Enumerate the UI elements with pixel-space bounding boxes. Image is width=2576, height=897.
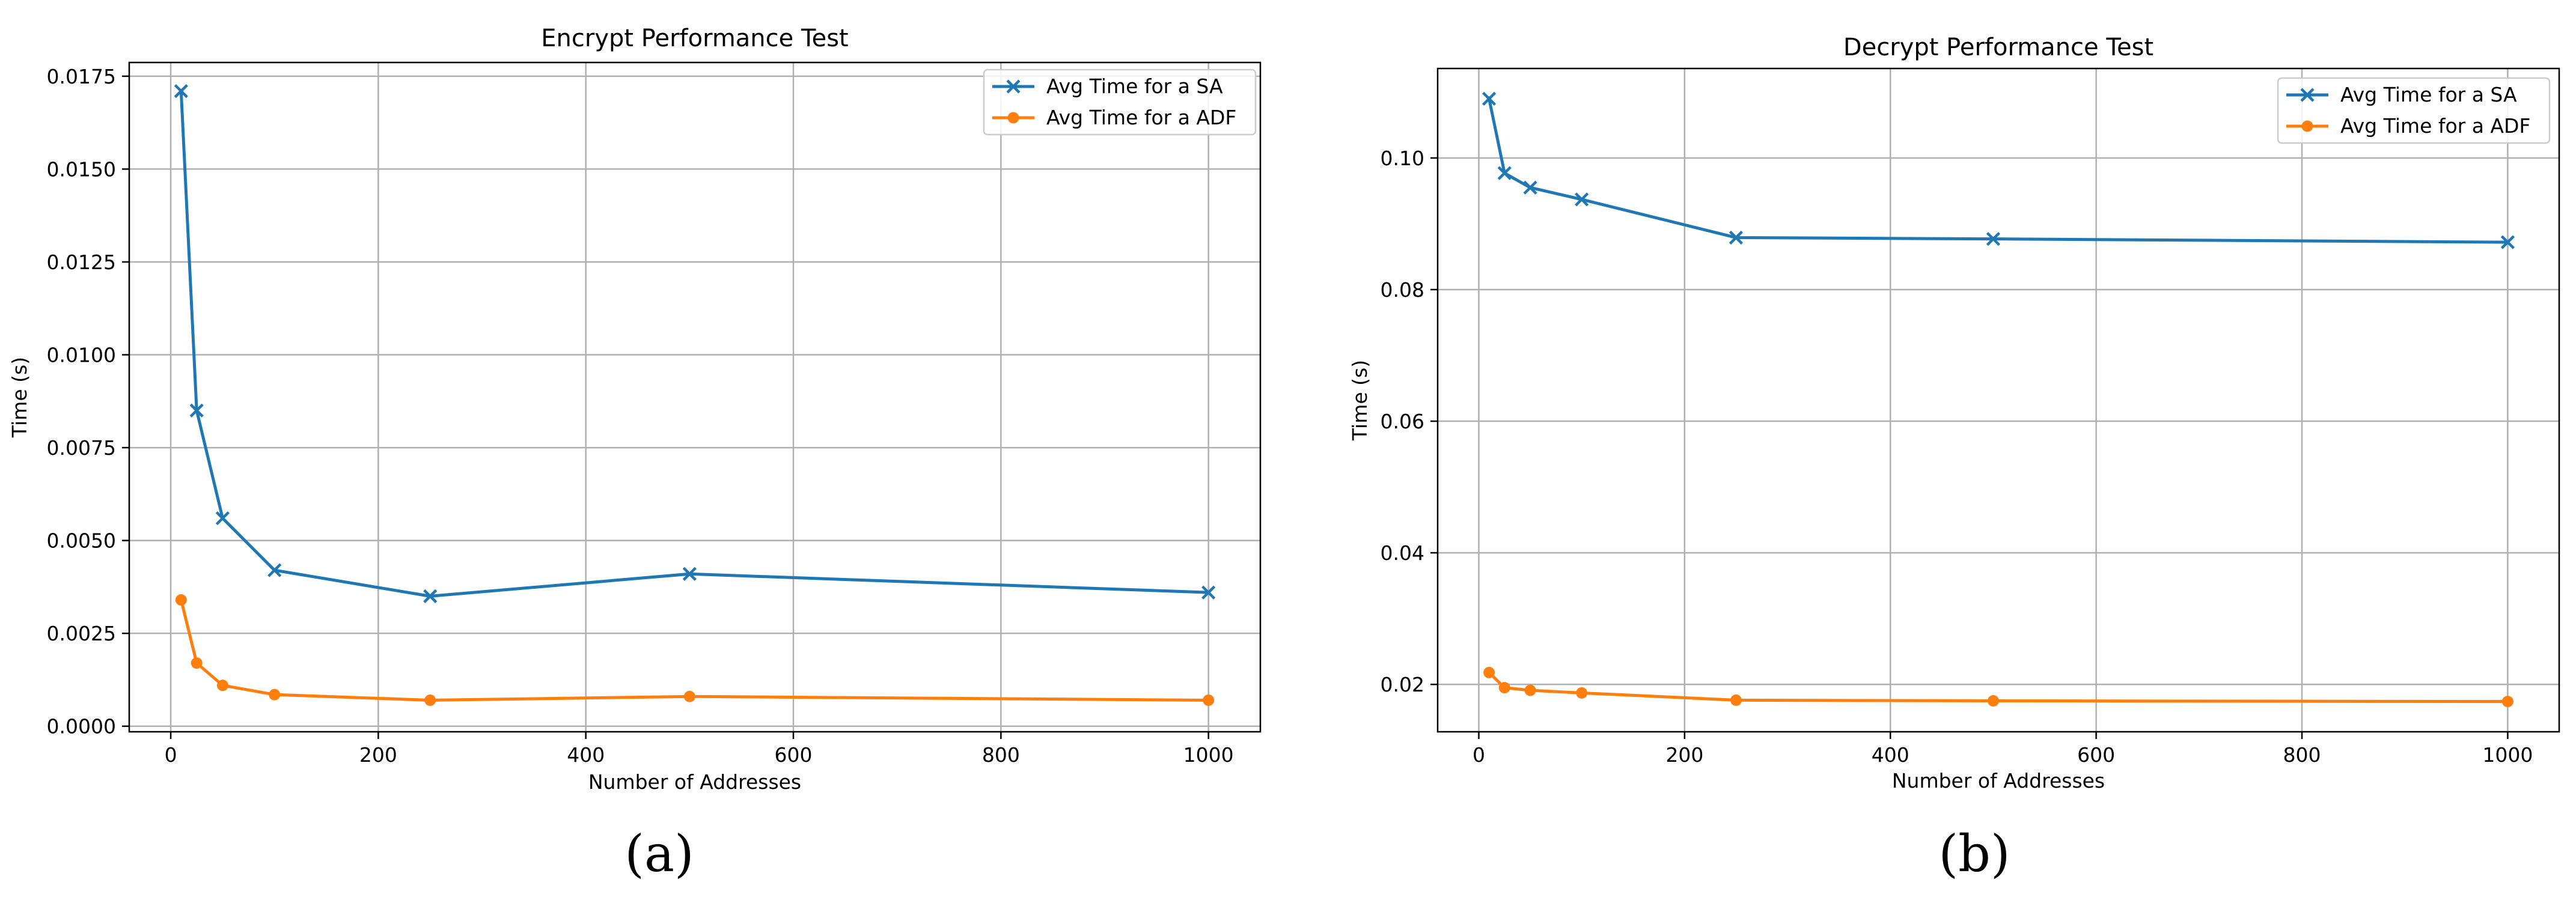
y-tick-label: 0.0100 (47, 344, 116, 367)
x-axis-label: Number of Addresses (588, 770, 801, 794)
data-point (1576, 687, 1588, 699)
panel-label: (b) (1938, 824, 2010, 883)
y-tick-label: 0.0075 (47, 436, 116, 460)
data-point (1729, 230, 1744, 245)
legend-entry: Avg Time for a SA (2340, 83, 2517, 106)
x-tick-label: 200 (359, 743, 397, 767)
series-line (1488, 671, 2508, 704)
series-line (179, 91, 1209, 598)
data-point (423, 589, 438, 603)
data-point (1483, 666, 1495, 678)
series-o-group (175, 594, 1215, 706)
plot-frame (1436, 67, 2560, 733)
y-tick-label: 0.0000 (47, 715, 116, 738)
data-point (1987, 695, 1999, 707)
data-point (216, 680, 228, 692)
data-point (215, 511, 230, 526)
x-tick-label: 1000 (2482, 743, 2533, 767)
plot-frame (128, 61, 1262, 733)
x-tick-label: 0 (1473, 743, 1485, 767)
data-point (1986, 232, 2001, 246)
data-point (189, 403, 204, 418)
legend-box (983, 68, 1257, 136)
y-axis-label: Time (s) (1348, 360, 1372, 441)
data-point (175, 594, 187, 606)
data-point (1203, 694, 1215, 706)
data-point (1575, 192, 1589, 207)
series-o-group (1483, 666, 2513, 708)
data-point (174, 84, 188, 99)
data-point (1523, 180, 1537, 195)
data-point (1524, 684, 1536, 696)
data-point (267, 563, 282, 577)
y-tick-label: 0.0050 (47, 529, 116, 553)
data-point (1730, 694, 1742, 706)
legend-marker (2300, 88, 2315, 102)
legend-box (2277, 77, 2551, 144)
data-point (1482, 91, 1497, 106)
data-point (683, 690, 695, 702)
legend-entry: Avg Time for a ADF (2340, 114, 2530, 138)
panel-label: (a) (624, 824, 694, 883)
legend-marker (1006, 79, 1021, 94)
x-tick-label: 0 (165, 743, 177, 767)
x-tick-label: 400 (567, 743, 605, 767)
data-point (2501, 696, 2513, 708)
x-axis-label: Number of Addresses (1892, 769, 2105, 792)
chart-panel-a: 0 200 400 600 800 1000 0.0000 0.0025 0.0050 0.007… (8, 25, 1262, 883)
data-point (269, 689, 281, 701)
data-point (2500, 235, 2515, 249)
series-x-group (174, 84, 1216, 603)
data-point (1201, 585, 1216, 600)
data-point (1498, 682, 1510, 694)
y-tick-label: 0.0125 (47, 251, 116, 274)
y-tick-label: 0.10 (1381, 147, 1424, 170)
x-tick-label: 600 (2077, 743, 2115, 767)
legend-entry: Avg Time for a SA (1046, 74, 1223, 98)
legend: Avg Time for a SA Avg Time for a ADF (2277, 77, 2551, 144)
y-tick-label: 0.06 (1381, 410, 1424, 433)
y-tick-label: 0.04 (1381, 541, 1424, 565)
series-line (179, 599, 1209, 702)
data-point (424, 694, 436, 706)
x-tick-label: 200 (1665, 743, 1703, 767)
series-x-group (1482, 91, 2515, 249)
y-tick-label: 0.0025 (47, 622, 116, 645)
x-tick-label: 1000 (1183, 743, 1234, 767)
data-point (682, 567, 697, 581)
chart-title: Decrypt Performance Test (1843, 34, 2153, 61)
y-axis-label: Time (s) (8, 357, 31, 438)
legend-marker (1007, 112, 1019, 124)
chart-panel-b: 0 200 400 600 800 1000 0.02 0.04 0.06 0.08 0.10 Dec… (1348, 34, 2560, 883)
x-tick-label: 600 (775, 743, 813, 767)
chart-title: Encrypt Performance Test (541, 25, 848, 52)
y-tick-label: 0.0175 (47, 65, 116, 88)
data-point (1497, 166, 1512, 180)
x-tick-label: 800 (982, 743, 1020, 767)
data-point (191, 657, 203, 669)
legend: Avg Time for a SA Avg Time for a ADF (983, 68, 1257, 136)
x-tick-label: 400 (1872, 743, 1909, 767)
y-tick-label: 0.08 (1381, 278, 1424, 302)
y-tick-label: 0.02 (1381, 673, 1424, 696)
x-tick-label: 800 (2283, 743, 2321, 767)
legend-entry: Avg Time for a ADF (1046, 106, 1236, 129)
legend-marker (2301, 120, 2313, 132)
y-tick-label: 0.0150 (47, 157, 116, 181)
